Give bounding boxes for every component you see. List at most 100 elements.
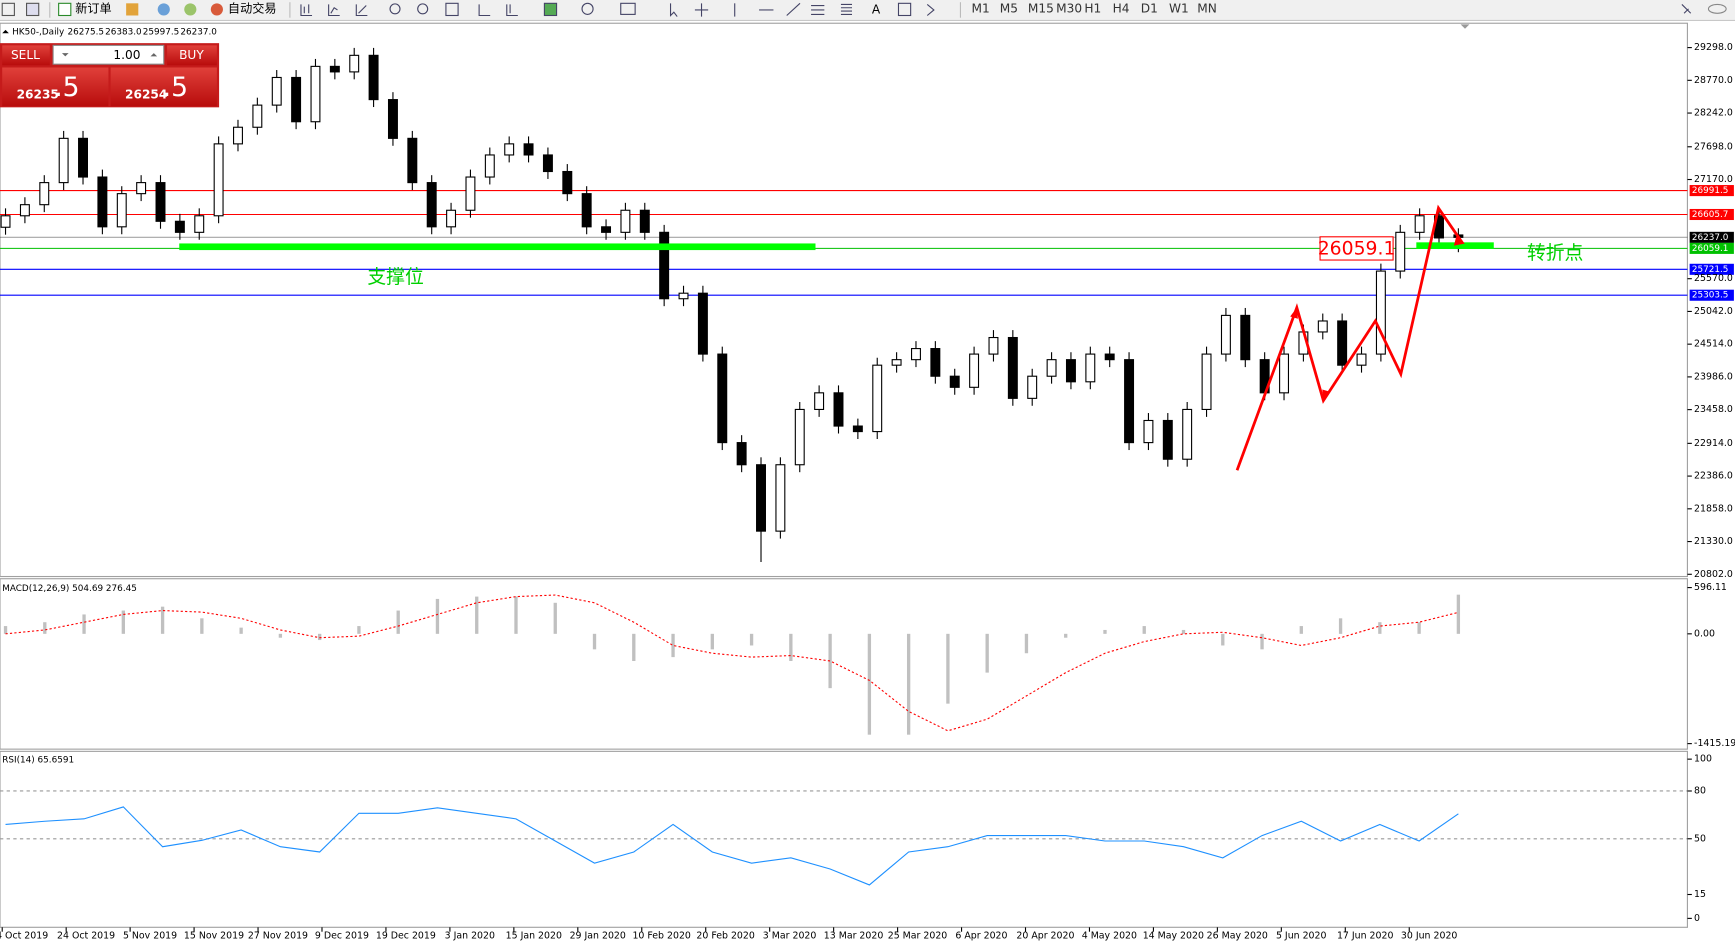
new-order-button[interactable]: 新订单 (75, 0, 111, 15)
trendline-tool[interactable] (786, 2, 801, 16)
ohlc-high: 26383.0 (105, 28, 142, 38)
channel-tool[interactable] (811, 4, 825, 15)
level-label: 25303.5 (1692, 291, 1729, 301)
x-tick-label: 4 Oct 2019 (0, 931, 48, 942)
icon[interactable] (26, 2, 40, 17)
zoom-in[interactable] (389, 3, 401, 15)
icon[interactable] (543, 2, 558, 17)
shift-marker (1460, 24, 1470, 29)
timeframe-button[interactable]: H4 (1113, 1, 1130, 15)
lots-up[interactable] (150, 53, 158, 57)
buy-button[interactable] (167, 45, 217, 66)
lots-input[interactable] (52, 44, 165, 65)
timeframe-button[interactable]: M15 (1028, 1, 1054, 15)
icon[interactable] (328, 4, 340, 17)
buy-price-fraction[interactable]: .5 (163, 72, 188, 103)
sell-price-box[interactable] (2, 67, 109, 107)
candle-body (97, 176, 108, 228)
auto-trade-icon[interactable] (210, 3, 223, 16)
sell-button[interactable] (2, 45, 50, 66)
candle-body (736, 442, 747, 466)
x-tick-label: 17 Jun 2020 (1337, 931, 1394, 942)
macd-bar (357, 626, 361, 634)
level-label: 26237.0 (1692, 233, 1729, 243)
x-tick-label: 15 Jan 2020 (506, 931, 562, 942)
icon[interactable] (1681, 4, 1692, 14)
candle-body (484, 154, 495, 178)
icon[interactable] (478, 4, 491, 17)
icon[interactable] (300, 4, 313, 17)
macd-bar (1299, 626, 1303, 634)
sell-label[interactable]: SELL (11, 48, 40, 62)
buy-price[interactable]: 26254 (125, 88, 167, 102)
x-tick-label: 29 Jan 2020 (570, 931, 626, 942)
macd-bar (318, 633, 322, 641)
candle-body (775, 464, 786, 532)
icon[interactable] (506, 4, 518, 17)
y-tick-label: 50 (1694, 833, 1706, 844)
macd-bar (867, 633, 872, 735)
candle-body (233, 126, 243, 145)
candle-body (581, 193, 592, 228)
rsi-panel (0, 750, 1688, 928)
candle-body (988, 336, 999, 355)
macd-bar (1181, 629, 1186, 634)
candle-body (310, 65, 321, 123)
timeframe-button[interactable]: W1 (1169, 1, 1189, 15)
ohlc-close: 26237.0 (180, 28, 217, 38)
candle-body (620, 209, 631, 233)
icon[interactable] (355, 4, 368, 17)
timeframe-button[interactable]: M1 (972, 1, 990, 15)
lots-value[interactable]: 1.00 (113, 48, 140, 62)
x-tick-label: 25 Mar 2020 (888, 931, 948, 942)
candle-body (1124, 359, 1135, 444)
label-tool[interactable] (897, 2, 912, 17)
candle-body (930, 348, 941, 377)
candle-body (562, 170, 573, 195)
timeframe-button[interactable]: D1 (1141, 1, 1158, 15)
icon[interactable] (1707, 3, 1727, 14)
icon[interactable] (620, 2, 636, 15)
arrow-tool[interactable] (926, 4, 935, 16)
fibo-tool[interactable] (840, 3, 853, 15)
candle-body (329, 65, 340, 73)
icon[interactable] (184, 3, 197, 16)
macd-bar (514, 596, 518, 634)
icon[interactable] (126, 3, 139, 16)
new-order-icon[interactable] (58, 2, 72, 17)
auto-trade-button[interactable]: 自动交易 (228, 0, 277, 15)
y-tick-label: 28770.0 (1694, 75, 1733, 86)
y-tick-label: 28242.0 (1694, 108, 1733, 119)
lots-down[interactable] (61, 53, 69, 57)
timeframe-button[interactable]: M5 (1000, 1, 1018, 15)
candle-body (1065, 359, 1076, 383)
timeframe-button[interactable]: M30 (1056, 1, 1082, 15)
timeframe-bar: M1 M5 M15 M30 H1 H4 D1 W1 MN (972, 1, 1217, 15)
annotation-price: 26059.1 (1318, 238, 1396, 259)
zoom-out[interactable] (417, 3, 429, 15)
buy-price-box[interactable] (110, 67, 217, 107)
candle-body (252, 104, 263, 128)
crosshair-tool[interactable] (694, 3, 709, 17)
x-tick-label: 24 Oct 2019 (57, 931, 115, 942)
y-tick-label: 20802.0 (1694, 569, 1733, 580)
x-tick-label: 27 Nov 2019 (248, 931, 308, 942)
candle-body (1104, 353, 1115, 361)
candle-body (271, 76, 282, 106)
cursor-tool[interactable] (669, 3, 678, 17)
candle-body (1279, 353, 1290, 394)
timeframe-button[interactable]: H1 (1084, 1, 1101, 15)
x-tick-label: 19 Dec 2019 (376, 931, 436, 942)
candle-body (349, 54, 360, 73)
text-tool[interactable]: A (872, 2, 881, 16)
icon[interactable] (1, 2, 15, 17)
icon[interactable] (581, 2, 594, 15)
x-tick-label: 10 Feb 2020 (632, 931, 690, 942)
icon[interactable] (445, 2, 459, 17)
icon[interactable] (157, 3, 170, 16)
buy-label[interactable]: BUY (179, 48, 204, 62)
sell-price-fraction[interactable]: .5 (54, 72, 79, 103)
timeframe-button[interactable]: MN (1197, 1, 1217, 15)
sell-price[interactable]: 26235 (17, 88, 59, 102)
